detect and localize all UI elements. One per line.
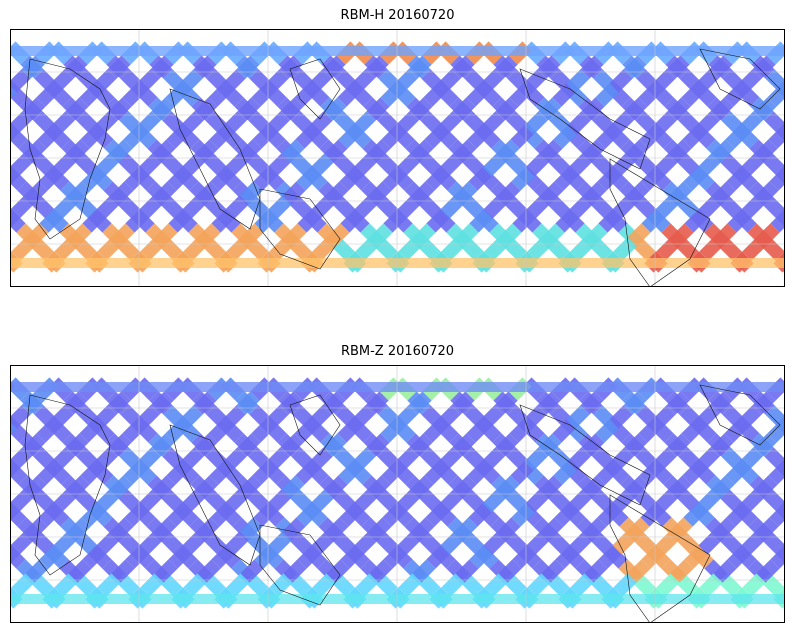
gridlines: [10, 29, 785, 287]
map-panel-2: [10, 365, 785, 623]
panel-2-title: RBM-Z 20160720: [340, 344, 455, 359]
coastlines: [24, 384, 781, 623]
map-panel-1: [10, 29, 785, 287]
map-frame: [10, 365, 785, 623]
swath-layer: [10, 41, 785, 273]
swath-layer: [10, 377, 785, 609]
map-frame: [10, 29, 785, 287]
gridlines: [10, 365, 785, 623]
panel-1-title: RBM-H 20160720: [340, 8, 455, 23]
coastlines: [24, 48, 781, 287]
